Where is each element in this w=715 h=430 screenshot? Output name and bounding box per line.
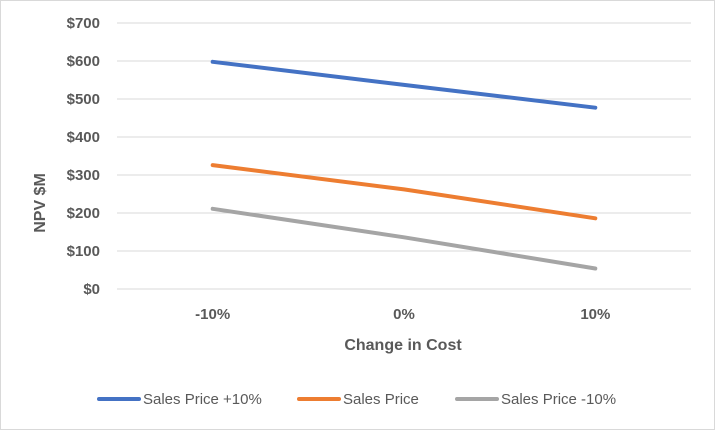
series-line [210,163,598,221]
legend-label: Sales Price [343,391,419,408]
x-tick-label: 0% [393,306,415,323]
y-tick-label: $500 [67,91,100,108]
x-tick-label: 10% [580,306,610,323]
legend-label: Sales Price -10% [501,391,616,408]
legend-label: Sales Price +10% [143,391,262,408]
y-tick-label: $700 [67,15,100,32]
x-axis-title: Change in Cost [344,337,462,354]
y-axis-title: NPV $M [32,173,49,233]
y-tick-label: $100 [67,243,100,260]
y-tick-label: $400 [67,129,100,146]
y-tick-label: $300 [67,167,100,184]
series-line [210,206,598,271]
y-tick-label: $600 [67,53,100,70]
y-tick-label: $0 [83,281,100,298]
x-tick-label: -10% [195,306,230,323]
series-line [210,59,598,110]
y-tick-label: $200 [67,205,100,222]
